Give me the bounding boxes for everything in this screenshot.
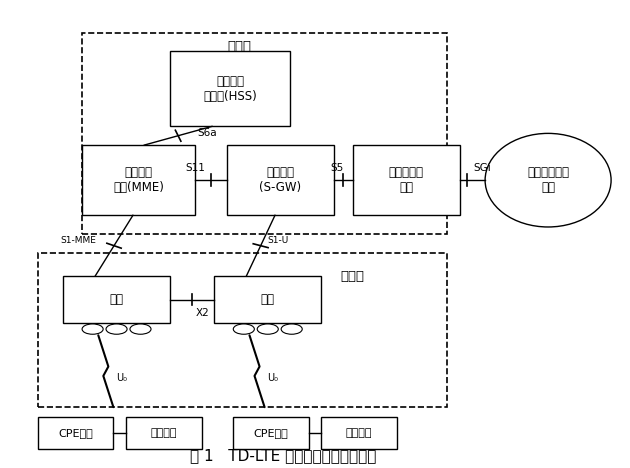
Text: X2: X2 [195, 308, 209, 318]
FancyBboxPatch shape [63, 276, 170, 323]
FancyBboxPatch shape [353, 145, 460, 215]
Ellipse shape [485, 133, 611, 227]
Text: 基站: 基站 [110, 293, 123, 306]
Ellipse shape [106, 324, 127, 334]
Text: 业务终端: 业务终端 [151, 428, 177, 438]
Ellipse shape [130, 324, 151, 334]
FancyBboxPatch shape [126, 417, 202, 449]
Text: 电力业务主站
系统: 电力业务主站 系统 [527, 166, 569, 194]
Text: S1-MME: S1-MME [60, 236, 96, 245]
Text: SGi: SGi [474, 163, 491, 173]
Ellipse shape [257, 324, 278, 334]
FancyBboxPatch shape [214, 276, 321, 323]
FancyBboxPatch shape [233, 417, 309, 449]
Text: 图 1   TD-LTE 电力专网基本组网架构: 图 1 TD-LTE 电力专网基本组网架构 [190, 448, 377, 463]
Text: 接入网: 接入网 [341, 270, 365, 283]
Text: U₀: U₀ [116, 373, 127, 382]
Text: S5: S5 [331, 163, 344, 173]
Text: 分组数据网
网关: 分组数据网 网关 [389, 166, 424, 194]
Text: 核心网: 核心网 [227, 40, 251, 53]
FancyBboxPatch shape [227, 145, 334, 215]
Text: 基站: 基站 [261, 293, 275, 306]
Text: 业务终端: 业务终端 [346, 428, 372, 438]
Ellipse shape [82, 324, 103, 334]
Ellipse shape [281, 324, 302, 334]
FancyBboxPatch shape [82, 145, 195, 215]
FancyBboxPatch shape [170, 51, 290, 126]
FancyBboxPatch shape [38, 417, 113, 449]
Text: CPE终端: CPE终端 [253, 428, 289, 438]
Ellipse shape [233, 324, 255, 334]
FancyBboxPatch shape [321, 417, 397, 449]
Text: 服务网关
(S-GW): 服务网关 (S-GW) [260, 166, 301, 194]
Text: 归属签约
服务器(HSS): 归属签约 服务器(HSS) [203, 75, 257, 103]
Text: S6a: S6a [197, 128, 217, 138]
Text: 移动管理
实体(MME): 移动管理 实体(MME) [113, 166, 164, 194]
Text: CPE终端: CPE终端 [58, 428, 93, 438]
Text: S1-U: S1-U [267, 236, 288, 245]
Text: U₀: U₀ [267, 373, 278, 382]
Text: S11: S11 [186, 163, 206, 173]
